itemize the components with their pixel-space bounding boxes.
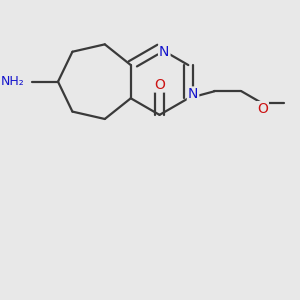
Text: NH₂: NH₂ bbox=[1, 75, 25, 88]
Text: N: N bbox=[188, 88, 198, 101]
Text: N: N bbox=[159, 45, 169, 59]
Text: O: O bbox=[257, 102, 268, 116]
Text: O: O bbox=[154, 77, 165, 92]
